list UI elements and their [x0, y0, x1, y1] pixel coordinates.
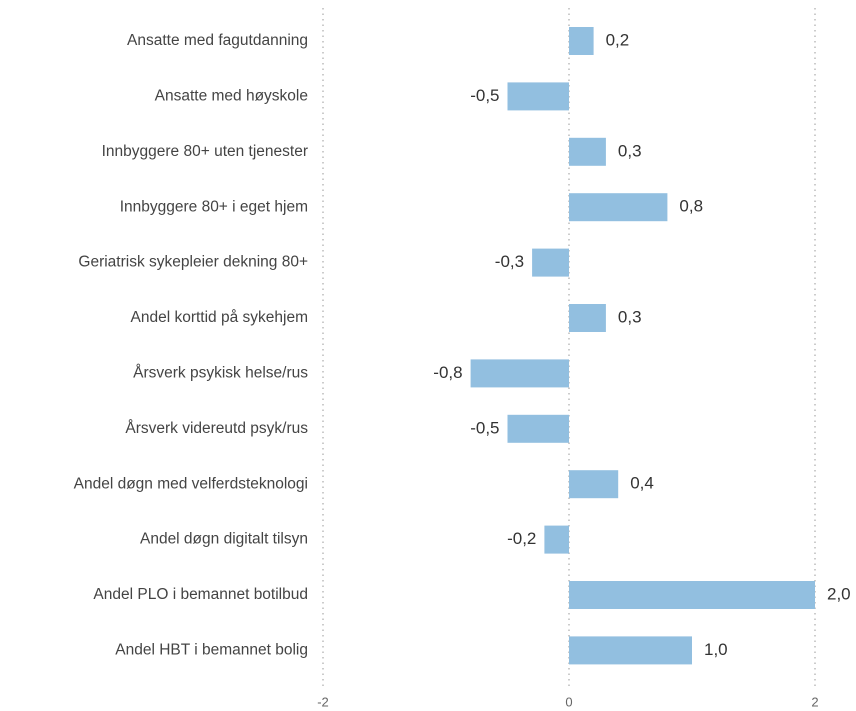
- bar: [507, 414, 569, 443]
- value-label: 0,8: [679, 197, 703, 216]
- value-label: 0,3: [618, 141, 642, 160]
- bar: [569, 27, 594, 55]
- value-label: -0,3: [495, 252, 524, 271]
- category-label: Innbyggere 80+ uten tjenester: [102, 143, 308, 160]
- value-label: 1,0: [704, 640, 728, 659]
- bar: [470, 359, 569, 388]
- value-label: 0,3: [618, 307, 642, 326]
- x-tick-label: 0: [565, 694, 572, 709]
- category-label: Andel HBT i bemannet bolig: [115, 641, 308, 658]
- value-label: -0,2: [507, 529, 536, 548]
- value-label: -0,5: [470, 86, 499, 105]
- category-label: Ansatte med fagutdanning: [127, 32, 308, 49]
- category-label: Årsverk videreutd psyk/rus: [125, 420, 308, 437]
- category-label: Geriatrisk sykepleier dekning 80+: [78, 254, 308, 271]
- bar: [532, 248, 569, 277]
- bar: [569, 636, 692, 665]
- bar: [507, 82, 569, 111]
- value-label: 2,0: [827, 584, 851, 603]
- x-tick-label: 2: [811, 694, 818, 709]
- value-label: 0,4: [630, 474, 654, 493]
- category-label: Andel døgn med velferdsteknologi: [74, 475, 308, 492]
- category-label: Andel PLO i bemannet botilbud: [93, 586, 308, 603]
- category-label: Andel korttid på sykehjem: [131, 309, 308, 326]
- bar: [569, 137, 606, 166]
- value-label: 0,2: [606, 30, 630, 49]
- category-label: Andel døgn digitalt tilsyn: [140, 531, 308, 548]
- bar: [569, 581, 815, 609]
- x-tick-label: -2: [317, 694, 329, 709]
- category-label: Årsverk psykisk helse/rus: [133, 364, 308, 381]
- value-label: -0,5: [470, 418, 499, 437]
- bar: [569, 193, 668, 222]
- value-label: -0,8: [433, 363, 462, 382]
- category-label: Ansatte med høyskole: [155, 87, 308, 104]
- bar: [569, 304, 606, 332]
- category-label: Innbyggere 80+ i eget hjem: [120, 198, 308, 215]
- bar: [544, 525, 569, 554]
- bar: [569, 470, 619, 499]
